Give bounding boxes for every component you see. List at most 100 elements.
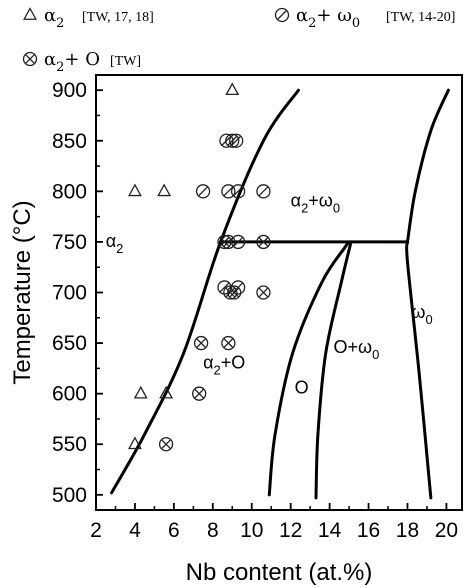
y-tick-label: 650 <box>52 332 87 355</box>
circle-outline <box>193 335 209 351</box>
slashed-circle-point <box>256 184 271 199</box>
crossed-circle-point <box>223 285 238 300</box>
region-label: α2+O <box>203 352 245 377</box>
circle-outline <box>223 285 238 300</box>
circle-outline <box>221 234 236 250</box>
axes: 2 4 6 8 10 12 14 16 18 20 500 550 600 650 700 750 800 850… <box>9 79 458 586</box>
triangle-marker <box>127 436 142 450</box>
y-tick-label: 750 <box>52 231 87 254</box>
y-tick-label: 850 <box>52 130 87 153</box>
region-label: O <box>295 378 309 398</box>
circle-outline <box>256 285 271 300</box>
slashed-circle-point <box>225 133 240 148</box>
legend-crossed-circle-icon <box>22 51 38 67</box>
slashed-circle-point <box>195 184 211 199</box>
legend: α2 [TW, 17, 18] α2+ ω0 [TW, 14-20] α2+ O [TW] <box>22 5 455 75</box>
boundary-O-left <box>267 240 351 497</box>
boundary-alpha2-solvus <box>110 88 300 495</box>
legend-phase-label: α2 <box>44 5 64 31</box>
data-points <box>127 82 271 452</box>
triangle-point <box>225 82 240 96</box>
circle-outline <box>22 51 38 67</box>
circle-outline <box>230 280 246 295</box>
circle-outline <box>195 184 211 199</box>
x-tick-label: 8 <box>207 519 219 542</box>
y-tick-label: 800 <box>52 180 87 203</box>
region-labels: α2 α2+ω0 α2+O O O+ω0 ω0 <box>106 191 433 398</box>
slash-line <box>226 135 238 147</box>
circle-outline <box>221 184 236 199</box>
x-tick-label: 6 <box>168 519 180 542</box>
circle-outline <box>229 133 244 148</box>
circle-outline <box>274 7 290 23</box>
boundary-omega0-boundary <box>405 240 433 500</box>
triangle-point <box>133 385 148 399</box>
slash-line <box>232 186 244 197</box>
circle-outline <box>221 335 236 351</box>
slash-line <box>232 236 244 248</box>
circle-outline <box>158 437 174 452</box>
circle-outline <box>192 386 207 401</box>
slash-line <box>223 236 234 248</box>
slash-line <box>197 186 209 197</box>
y-tick-label: 500 <box>52 484 87 507</box>
slash-line <box>230 135 242 147</box>
x-tick-label: 4 <box>129 519 141 542</box>
x-tick-label: 16 <box>357 519 380 542</box>
slash-line <box>223 186 234 197</box>
cross-line-b <box>196 338 207 349</box>
cross-line-b <box>225 287 236 298</box>
slash-line <box>219 282 230 293</box>
legend-phase-label: α2+ O <box>44 49 100 75</box>
triangle-point <box>127 436 142 450</box>
legend-reference: [TW] <box>110 54 141 69</box>
region-label: α2 <box>106 231 124 256</box>
slashed-circle-point <box>229 133 244 148</box>
crossed-circle-point <box>256 234 271 250</box>
plot-frame <box>95 74 463 511</box>
boundary-O-right <box>314 240 353 500</box>
x-axis-label: Nb content (at.%) <box>186 559 373 586</box>
legend-reference: [TW, 14-20] <box>386 10 455 25</box>
y-tick-label: 550 <box>52 433 87 456</box>
triangle-point <box>157 183 172 197</box>
circle-outline <box>256 184 271 199</box>
x-tick-label: 12 <box>279 519 302 542</box>
legend-reference: [TW, 17, 18] <box>82 10 154 25</box>
x-tick-label: 14 <box>318 519 342 542</box>
triangle-marker <box>23 7 37 20</box>
region-label: ω0 <box>411 302 432 327</box>
triangle-marker <box>127 183 142 197</box>
cross-line-b <box>24 53 36 65</box>
slashed-circle-point <box>230 184 246 199</box>
crossed-circle-point <box>158 437 174 452</box>
triangle-point <box>159 385 174 399</box>
slashed-circle-point <box>221 234 236 250</box>
circle-outline <box>217 234 232 250</box>
crossed-circle-point <box>193 335 209 351</box>
boundary-omega0-top <box>405 88 450 244</box>
x-tick-label: 18 <box>396 519 419 542</box>
slashed-circle-point <box>221 184 236 199</box>
circle-outline <box>230 184 246 199</box>
slash-line <box>258 186 269 197</box>
cross-line-b <box>258 287 269 298</box>
region-label: O+ω0 <box>334 337 380 362</box>
x-tick-label: 10 <box>240 519 263 542</box>
triangle-marker <box>225 82 240 96</box>
cross-line-b <box>219 236 230 247</box>
crossed-circle-point <box>217 234 232 250</box>
triangle-point <box>127 183 142 197</box>
phase-boundaries <box>110 88 450 500</box>
y-tick-label: 600 <box>52 383 87 406</box>
crossed-circle-point <box>221 335 236 351</box>
cross-line-b <box>194 388 205 399</box>
y-tick-label: 700 <box>52 282 87 305</box>
cross-line-b <box>258 236 269 247</box>
legend-triangle-icon <box>23 7 37 20</box>
crossed-circle-point <box>192 386 207 401</box>
x-tick-label: 20 <box>435 519 458 542</box>
cross-line-b <box>161 439 172 450</box>
crossed-circle-point <box>256 285 271 300</box>
